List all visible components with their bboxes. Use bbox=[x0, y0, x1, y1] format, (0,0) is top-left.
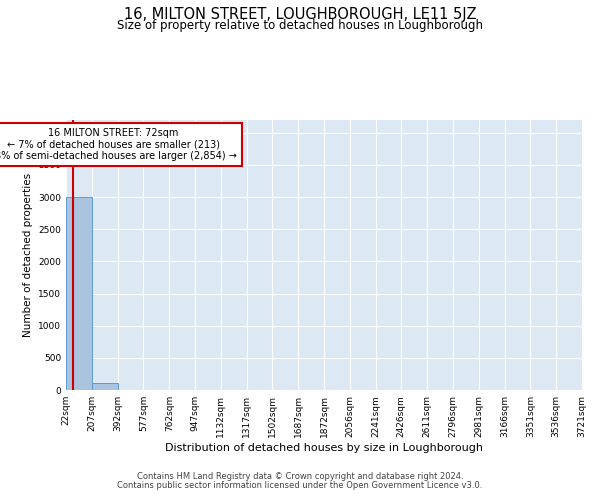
Y-axis label: Number of detached properties: Number of detached properties bbox=[23, 173, 32, 337]
Text: 16, MILTON STREET, LOUGHBOROUGH, LE11 5JZ: 16, MILTON STREET, LOUGHBOROUGH, LE11 5J… bbox=[124, 8, 476, 22]
Text: Size of property relative to detached houses in Loughborough: Size of property relative to detached ho… bbox=[117, 19, 483, 32]
Bar bbox=[66, 197, 92, 390]
Text: Contains public sector information licensed under the Open Government Licence v3: Contains public sector information licen… bbox=[118, 481, 482, 490]
Bar bbox=[92, 383, 118, 390]
Text: Contains HM Land Registry data © Crown copyright and database right 2024.: Contains HM Land Registry data © Crown c… bbox=[137, 472, 463, 481]
X-axis label: Distribution of detached houses by size in Loughborough: Distribution of detached houses by size … bbox=[165, 442, 483, 452]
Text: 16 MILTON STREET: 72sqm
← 7% of detached houses are smaller (213)
93% of semi-de: 16 MILTON STREET: 72sqm ← 7% of detached… bbox=[0, 128, 237, 161]
